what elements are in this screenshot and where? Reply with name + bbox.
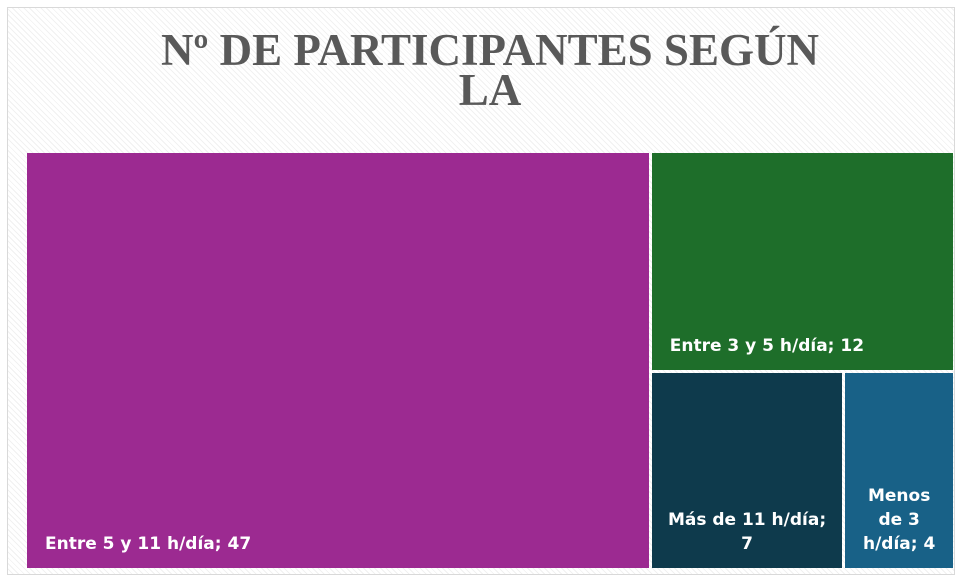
data-label: Entre 3 y 5 h/día; 12 — [669, 335, 865, 356]
treemap-cell: Más de 11 h/día; 7 — [651, 372, 843, 568]
data-label: Más de 11 h/día; 7 — [667, 509, 827, 554]
treemap-cell: Entre 5 y 11 h/día; 47 — [27, 153, 649, 568]
data-label: Entre 5 y 11 h/día; 47 — [45, 534, 252, 554]
data-label: Menos de 3 h/día; 4 — [863, 485, 936, 554]
chart-title: Nº DE PARTICIPANTES SEGÚN LA — [161, 25, 819, 115]
treemap-cell: Entre 3 y 5 h/día; 12 — [651, 153, 953, 370]
treemap-cell: Menos de 3 h/día; 4 — [845, 372, 953, 568]
